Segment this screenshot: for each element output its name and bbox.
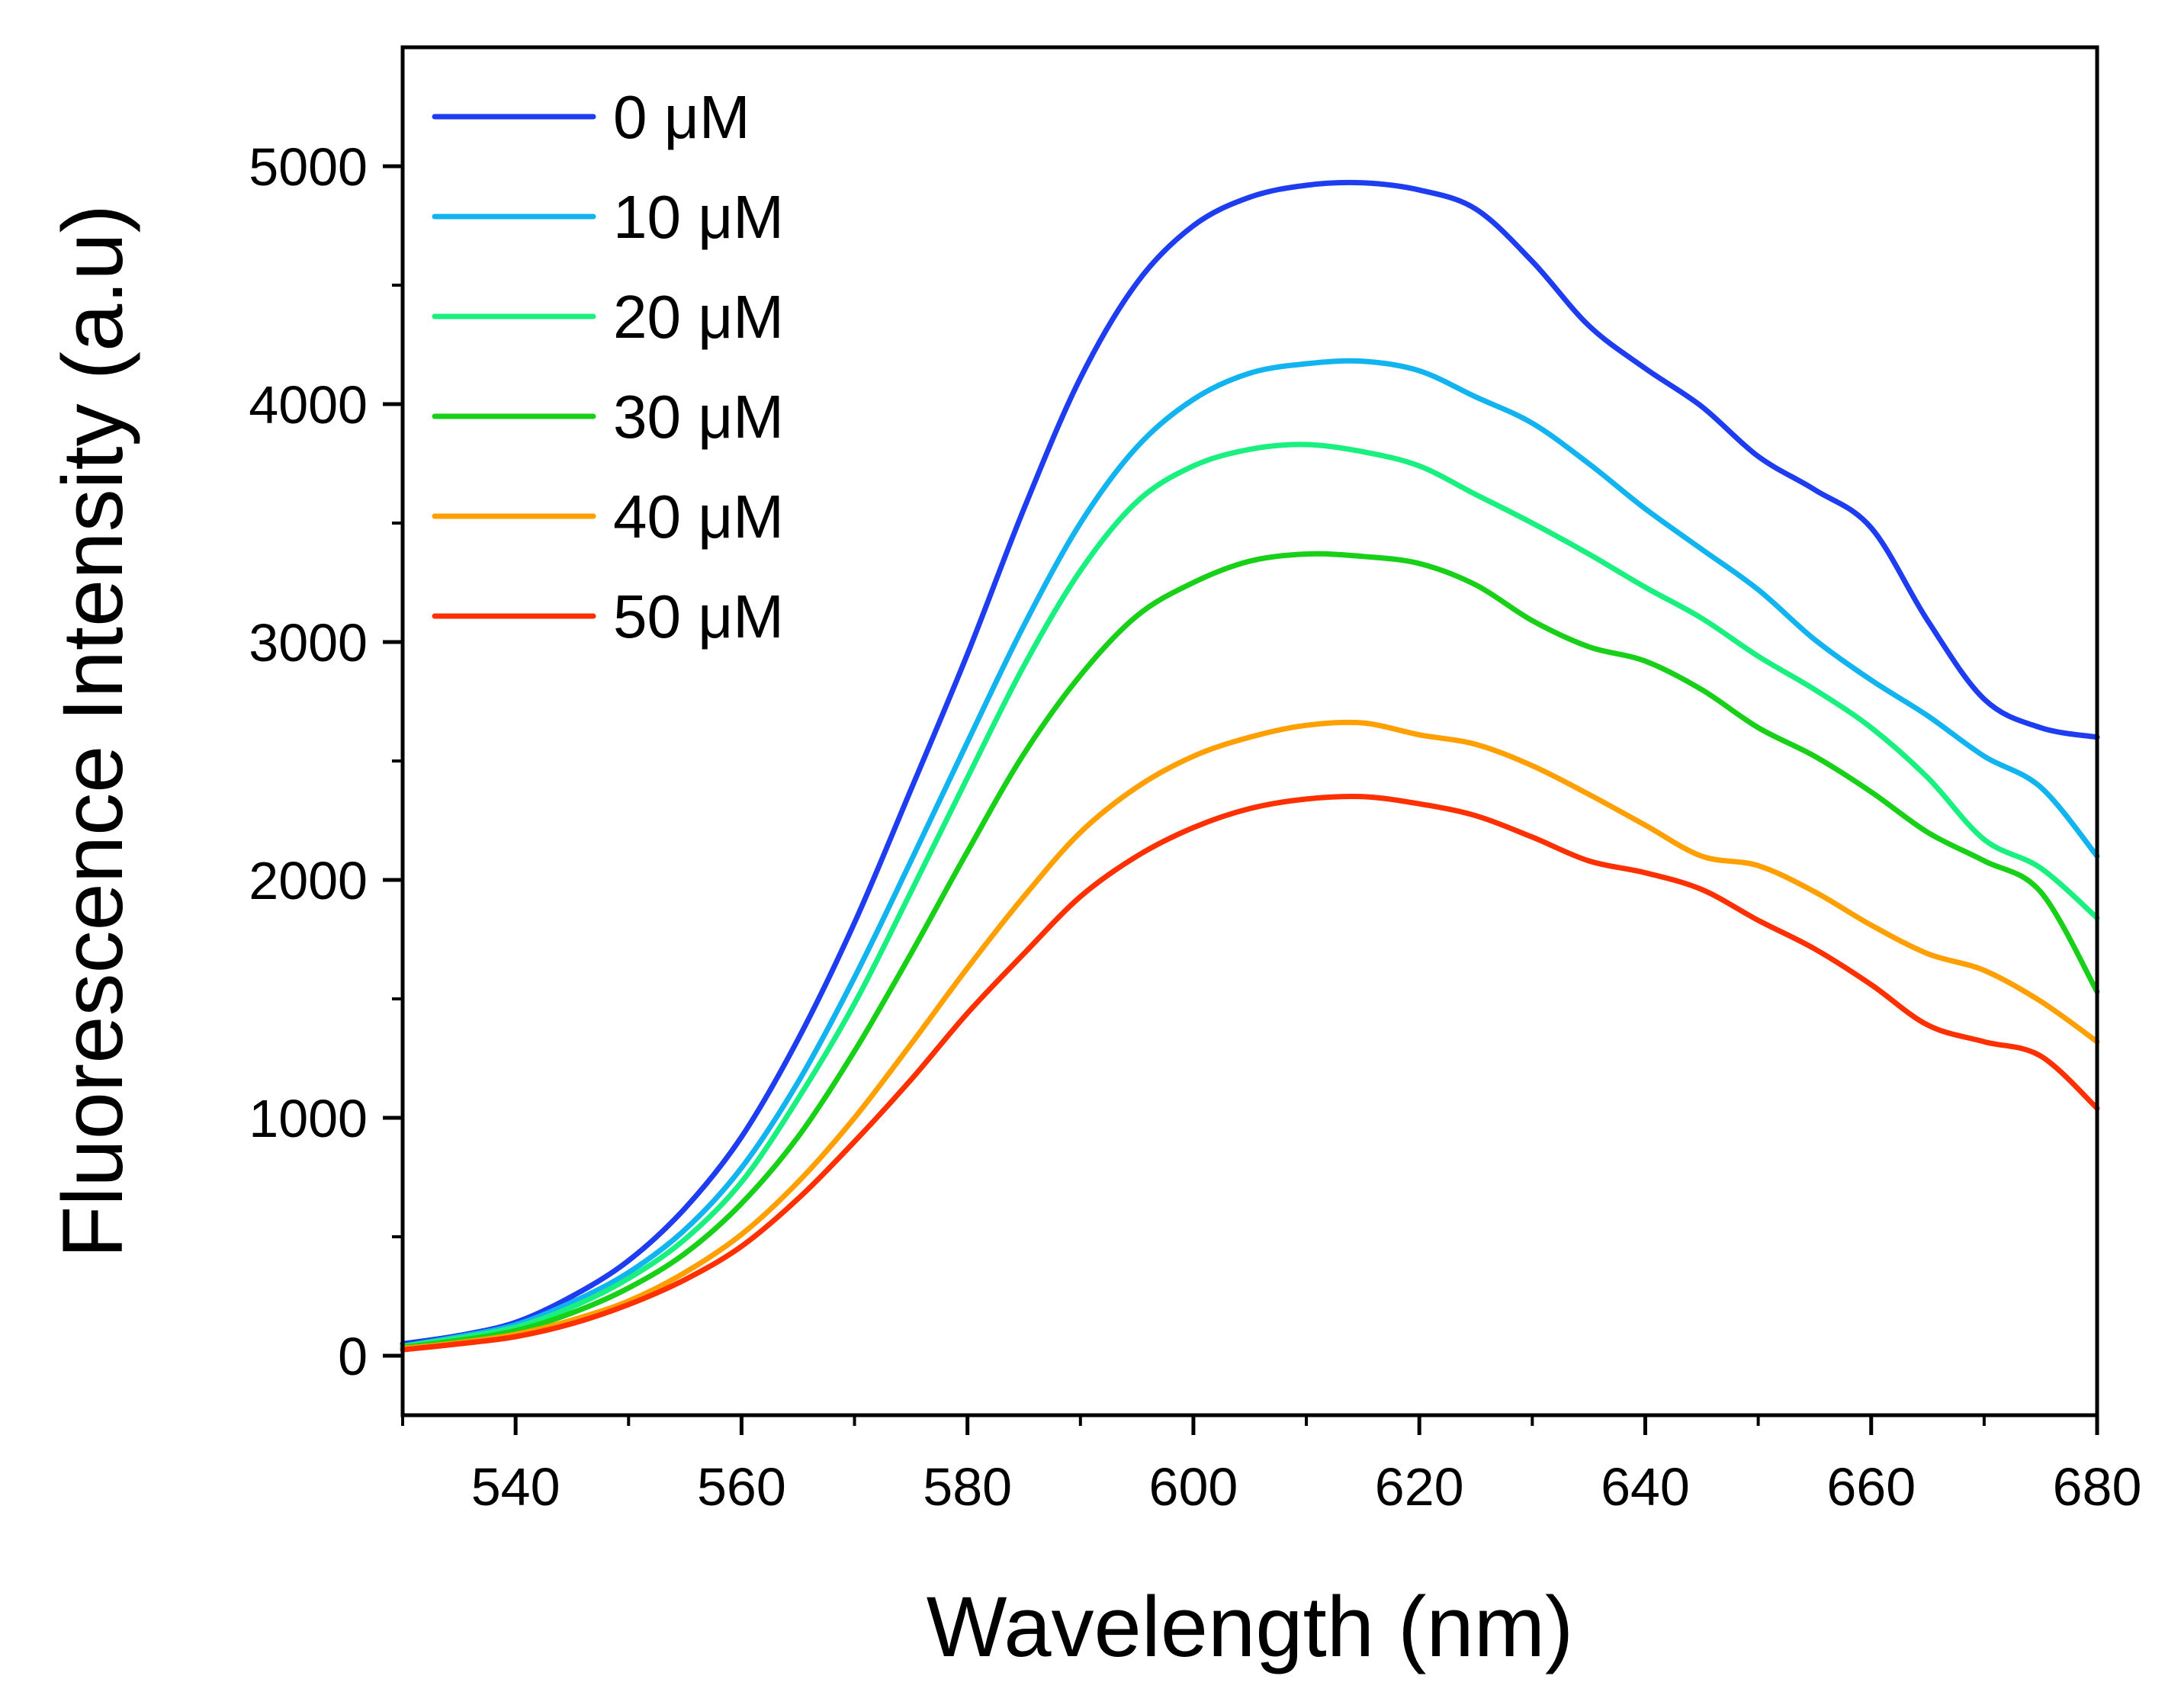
y-tick-label: 3000 [249, 613, 368, 673]
legend: 0 μM 10 μM 20 μM 30 μM 40 μM 50 μM [432, 83, 784, 650]
series-line-2 [400, 441, 2100, 1349]
y-axis: 0 1000 2000 3000 4000 5000 [249, 137, 403, 1386]
legend-label: 50 μM [613, 583, 784, 650]
plot-series-group [400, 179, 2100, 1353]
x-tick-label: 580 [923, 1457, 1012, 1517]
series-line-4 [400, 719, 2100, 1352]
legend-label: 40 μM [613, 483, 784, 551]
x-tick-label: 680 [2053, 1457, 2142, 1517]
x-axis: 540 560 580 600 620 640 660 680 [401, 1415, 2142, 1517]
series-line-5 [400, 793, 2100, 1353]
y-tick-label: 5000 [249, 137, 368, 197]
series-line-3 [400, 551, 2100, 1350]
y-tick-label: 2000 [249, 851, 368, 910]
x-tick-label: 600 [1149, 1457, 1238, 1517]
series-line-0 [400, 179, 2100, 1347]
x-axis-title: Wavelength (nm) [927, 1579, 1574, 1674]
legend-label: 10 μM [613, 183, 784, 251]
legend-label: 30 μM [613, 383, 784, 451]
series-line-1 [400, 358, 2100, 1349]
y-tick-label: 1000 [249, 1089, 368, 1148]
y-axis-title: Fluorescence Intensity (a.u) [45, 204, 140, 1258]
y-tick-label: 0 [338, 1327, 368, 1386]
legend-label: 20 μM [613, 283, 784, 351]
legend-label: 0 μM [613, 83, 750, 151]
x-tick-label: 620 [1375, 1457, 1464, 1517]
x-tick-label: 640 [1601, 1457, 1690, 1517]
plot-frame [400, 45, 2099, 1417]
x-tick-label: 540 [471, 1457, 561, 1517]
x-tick-label: 560 [697, 1457, 786, 1517]
x-tick-label: 660 [1826, 1457, 1916, 1517]
y-tick-label: 4000 [249, 375, 368, 435]
